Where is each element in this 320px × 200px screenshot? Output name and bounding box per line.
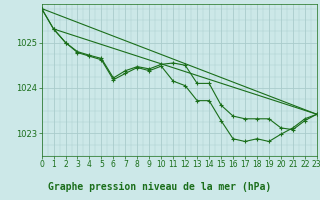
Text: Graphe pression niveau de la mer (hPa): Graphe pression niveau de la mer (hPa)	[48, 182, 272, 192]
